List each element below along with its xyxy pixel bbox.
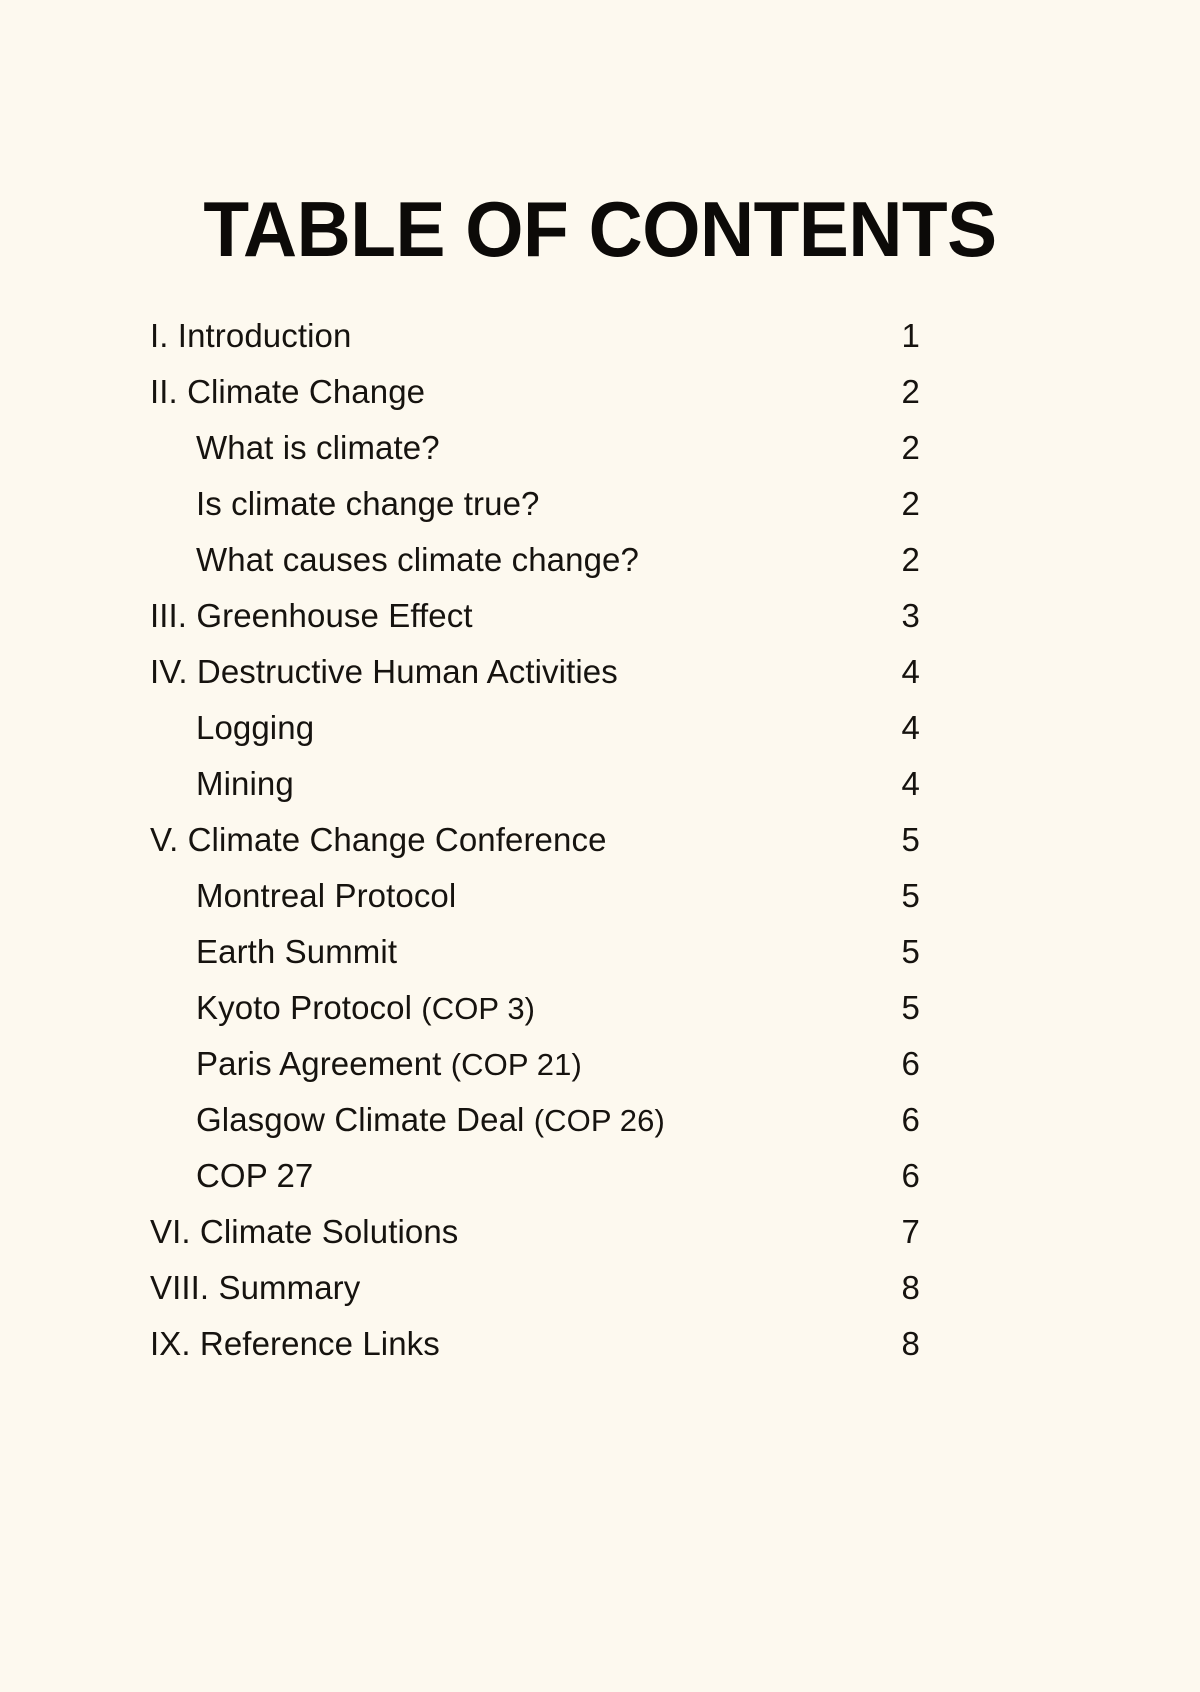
- toc-entry[interactable]: IX. Reference Links 8: [150, 1316, 920, 1372]
- toc-entry[interactable]: COP 27 6: [150, 1148, 920, 1204]
- toc-entry-page-number: 2: [901, 429, 920, 466]
- toc-entry-page-number: 5: [901, 989, 920, 1026]
- toc-entry-label: IV. Destructive Human Activities: [150, 653, 618, 690]
- toc-entry-label: What causes climate change?: [196, 541, 639, 578]
- toc-entry-page-number: 6: [901, 1101, 920, 1138]
- toc-entry[interactable]: VIII. Summary 8: [150, 1260, 920, 1316]
- toc-entry-page-number: 1: [901, 317, 920, 354]
- toc-entry[interactable]: Kyoto Protocol (COP 3) 5: [150, 980, 920, 1036]
- toc-entry-page-number: 8: [901, 1269, 920, 1306]
- toc-entry[interactable]: IV. Destructive Human Activities 4: [150, 644, 920, 700]
- toc-entry-label: Earth Summit: [196, 933, 398, 970]
- toc-entry[interactable]: Paris Agreement (COP 21) 6: [150, 1036, 920, 1092]
- toc-entry-label: COP 27: [196, 1157, 314, 1194]
- toc-entry-label: Logging: [196, 709, 315, 746]
- toc-entry[interactable]: V. Climate Change Conference 5: [150, 812, 920, 868]
- toc-entry[interactable]: Is climate change true? 2: [150, 476, 920, 532]
- toc-entry-page-number: 5: [901, 877, 920, 914]
- toc-entry-label: I. Introduction: [150, 317, 352, 354]
- toc-entry-label: IX. Reference Links: [150, 1325, 440, 1362]
- toc-entry-label: Is climate change true?: [196, 485, 540, 522]
- toc-entry-page-number: 4: [901, 765, 920, 802]
- toc-entry[interactable]: I. Introduction 1: [150, 308, 920, 364]
- toc-entry-page-number: 7: [901, 1213, 920, 1250]
- toc-entry[interactable]: VI. Climate Solutions 7: [150, 1204, 920, 1260]
- toc-entry-label: Kyoto Protocol (COP 3): [196, 989, 536, 1026]
- toc-entry-label: Glasgow Climate Deal (COP 26): [196, 1101, 665, 1138]
- toc-entry-parenthetical: (COP 3): [421, 991, 536, 1026]
- toc-entry-label: What is climate?: [196, 429, 440, 466]
- toc-entry-list: I. Introduction 1 II. Climate Change 2 What …: [150, 308, 920, 1372]
- toc-entry-parenthetical: (COP 21): [450, 1047, 582, 1082]
- toc-entry[interactable]: II. Climate Change 2: [150, 364, 920, 420]
- toc-entry-label: Mining: [196, 765, 294, 802]
- toc-entry[interactable]: Glasgow Climate Deal (COP 26) 6: [150, 1092, 920, 1148]
- toc-entry[interactable]: What is climate? 2: [150, 420, 920, 476]
- toc-entry-page-number: 8: [901, 1325, 920, 1362]
- toc-entry[interactable]: III. Greenhouse Effect 3: [150, 588, 920, 644]
- toc-entry-page-number: 6: [901, 1157, 920, 1194]
- toc-entry-label: III. Greenhouse Effect: [150, 597, 473, 634]
- toc-entry-page-number: 5: [901, 933, 920, 970]
- toc-entry-page-number: 4: [901, 653, 920, 690]
- toc-entry-page-number: 3: [901, 597, 920, 634]
- toc-entry-label: V. Climate Change Conference: [150, 821, 607, 858]
- toc-entry[interactable]: Logging 4: [150, 700, 920, 756]
- toc-entry-page-number: 2: [901, 485, 920, 522]
- toc-entry-label: VIII. Summary: [150, 1269, 361, 1306]
- toc-entry-label: VI. Climate Solutions: [150, 1213, 459, 1250]
- toc-entry-page-number: 6: [901, 1045, 920, 1082]
- page-title: TABLE OF CONTENTS: [203, 185, 997, 274]
- toc-entry[interactable]: What causes climate change? 2: [150, 532, 920, 588]
- toc-entry[interactable]: Mining 4: [150, 756, 920, 812]
- toc-entry-label: Montreal Protocol: [196, 877, 457, 914]
- toc-entry[interactable]: Montreal Protocol 5: [150, 868, 920, 924]
- toc-entry-page-number: 5: [901, 821, 920, 858]
- toc-entry-page-number: 2: [901, 373, 920, 410]
- toc-entry-parenthetical: (COP 26): [533, 1103, 665, 1138]
- toc-entry[interactable]: Earth Summit 5: [150, 924, 920, 980]
- toc-entry-label: Paris Agreement (COP 21): [196, 1045, 582, 1082]
- toc-entry-page-number: 4: [901, 709, 920, 746]
- toc-entry-label: II. Climate Change: [150, 373, 426, 410]
- toc-entry-page-number: 2: [901, 541, 920, 578]
